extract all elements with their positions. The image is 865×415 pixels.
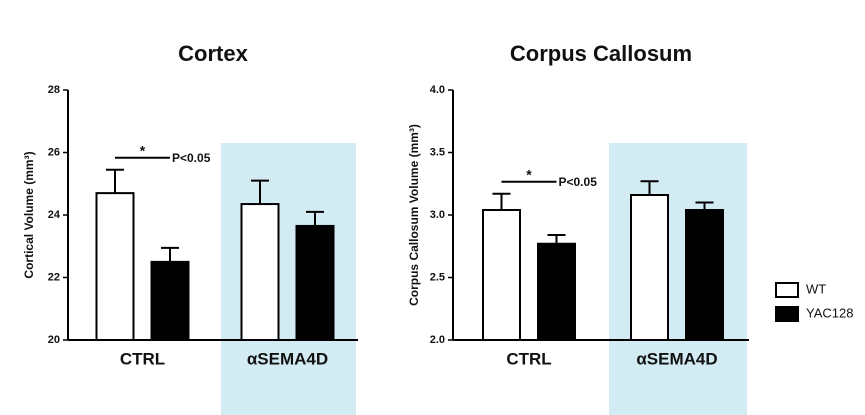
bar — [95, 192, 135, 341]
bar — [295, 224, 335, 341]
bar — [685, 209, 724, 341]
bar — [482, 209, 521, 341]
legend-label: WT — [806, 281, 826, 296]
y-tick-label: 24 — [48, 209, 61, 221]
x-tick-label: CTRL — [506, 349, 551, 368]
highlight-band — [609, 143, 747, 415]
legend-swatch — [775, 306, 799, 322]
y-tick-label: 3.0 — [430, 209, 445, 221]
p-value: P<0.05 — [172, 151, 211, 165]
y-axis-label: Cortical Volume (mm³) — [22, 151, 36, 278]
significance-star: * — [140, 142, 146, 158]
y-tick-label: 22 — [48, 271, 60, 283]
y-tick-label: 20 — [48, 334, 60, 346]
y-axis-label: Corpus Callosum Volume (mm³) — [407, 124, 421, 306]
y-tick-label: 3.5 — [430, 146, 445, 158]
y-tick-label: 28 — [48, 84, 60, 96]
x-tick-label: αSEMA4D — [636, 349, 717, 368]
bar — [630, 194, 669, 341]
y-tick-label: 26 — [48, 146, 60, 158]
x-tick-label: CTRL — [120, 349, 165, 368]
y-tick-label: 4.0 — [430, 84, 445, 96]
bar — [537, 242, 576, 341]
legend-label: YAC128 — [806, 305, 853, 320]
chart-title: Cortex — [178, 41, 248, 66]
chart-title: Corpus Callosum — [510, 41, 692, 66]
significance-star: * — [526, 166, 532, 182]
legend-swatch — [775, 282, 799, 298]
y-tick-label: 2.0 — [430, 334, 445, 346]
bar — [150, 260, 190, 341]
y-tick-label: 2.5 — [430, 271, 445, 283]
p-value: P<0.05 — [559, 175, 598, 189]
x-tick-label: αSEMA4D — [247, 349, 328, 368]
bar — [240, 203, 280, 341]
